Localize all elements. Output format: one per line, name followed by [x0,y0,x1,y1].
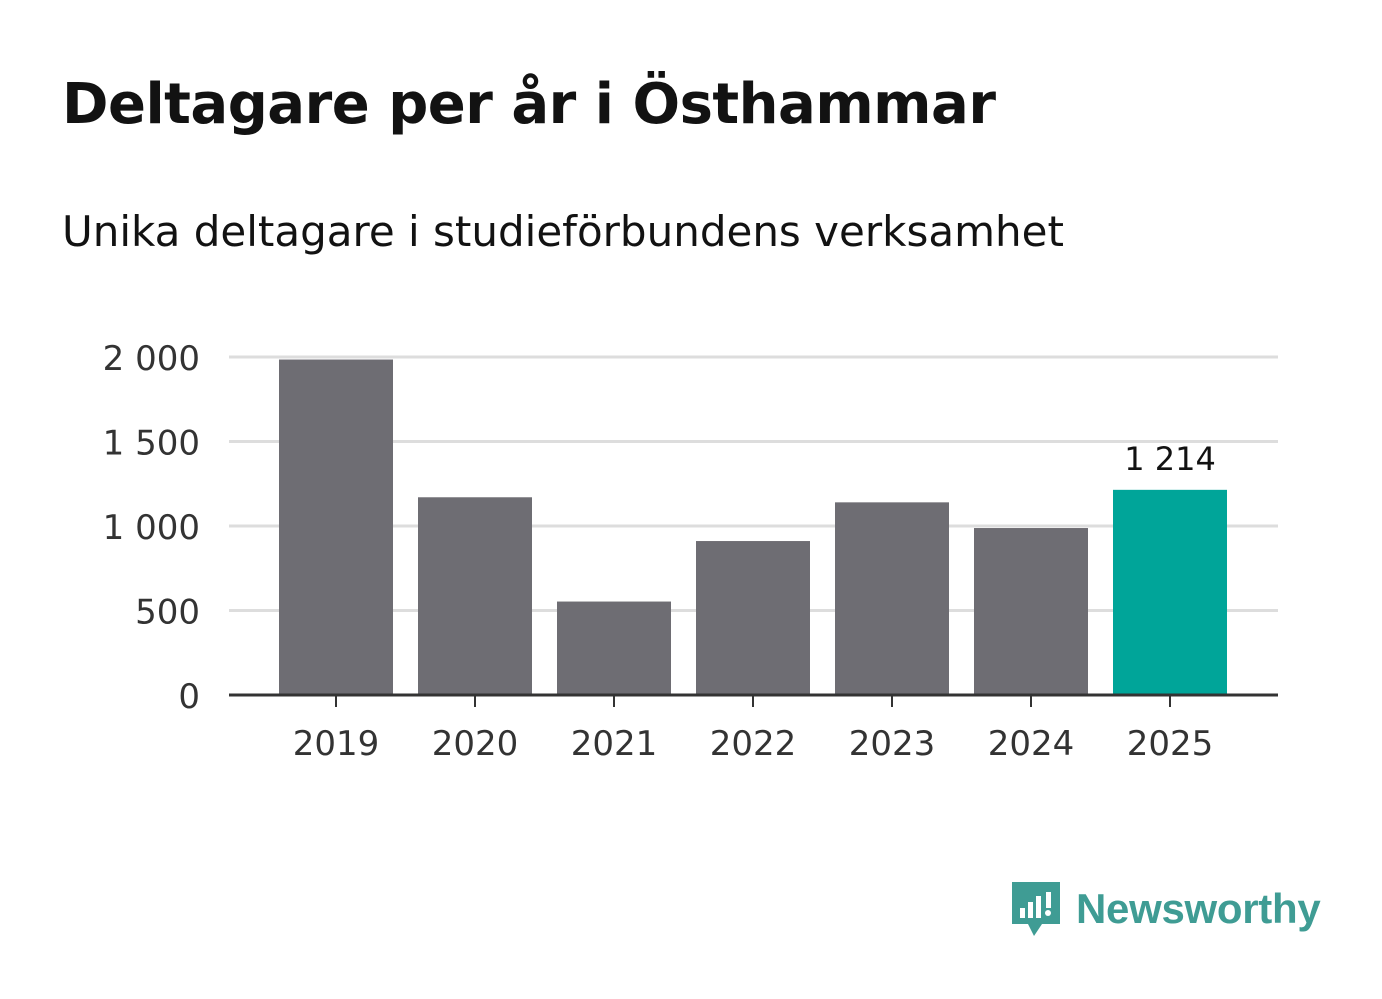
bar-2022 [696,541,810,695]
y-tick-label: 0 [178,677,200,717]
x-tick-label: 2025 [1127,724,1214,764]
y-tick-label: 500 [135,593,200,633]
brand-name: Newsworthy [1076,885,1321,932]
bars [279,359,1227,695]
chart-subtitle: Unika deltagare i studieförbundens verks… [62,207,1064,256]
labels: 0 500 1 000 1 500 2 000 2019 2020 2021 2022 2023 2… [103,339,1216,764]
bar-2023 [835,502,949,695]
bar-2024 [974,528,1088,695]
bar-2019 [279,359,393,695]
bar-2025 [1113,489,1227,695]
x-tick-label: 2020 [432,724,519,764]
y-tick-label: 2 000 [103,339,200,379]
axes [229,693,1278,707]
y-tick-label: 1 500 [103,424,200,464]
x-tick-label: 2024 [988,724,1075,764]
chart-title: Deltagare per år i Östhammar [62,72,996,137]
bar-chart-speech-bubble-icon [1012,882,1060,936]
x-tick-label: 2023 [849,724,936,764]
x-tick-label: 2022 [710,724,797,764]
x-tick-label: 2021 [571,724,658,764]
newsworthy-logo: Newsworthy [1010,878,1321,940]
y-tick-label: 1 000 [103,508,200,548]
bar-2020 [418,497,532,695]
bar-2021 [557,601,671,695]
data-label-2025: 1 214 [1124,440,1216,478]
x-tick-label: 2019 [293,724,380,764]
